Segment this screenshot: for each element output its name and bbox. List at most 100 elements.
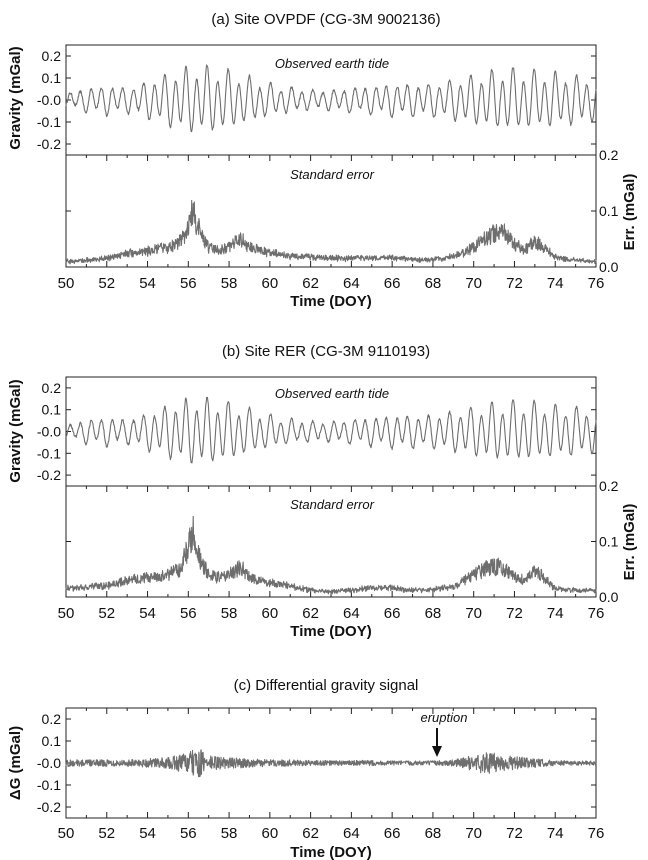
panel-c-ylabel: ΔG (mGal) bbox=[7, 726, 24, 800]
panel-b-earth-tide-line bbox=[65, 396, 597, 464]
panel-a-xtick-label: 74 bbox=[547, 275, 564, 292]
panel-c-xtick-label: 60 bbox=[262, 825, 279, 842]
panel-a-standard-error-line bbox=[65, 199, 597, 265]
panel-b: (b) Site RER (CG-3M 9110193) Observed ea… bbox=[7, 343, 638, 640]
panel-b-xtick-label: 58 bbox=[221, 605, 238, 622]
panel-b-gravity-ytick-label: -0.1 bbox=[37, 445, 61, 461]
panel-b-x-axis: 50 52 54 56 58 60 62 64 66 68 70 72 74 76 bbox=[58, 486, 605, 622]
panel-c-xtick-label: 72 bbox=[506, 825, 523, 842]
panel-b-xlabel: Time (DOY) bbox=[290, 623, 371, 640]
panel-a-gravity-ytick-label: -0.0 bbox=[37, 92, 61, 108]
panel-b-gravity-y-axis: 0.2 0.1 -0.0 -0.1 -0.2 bbox=[37, 380, 596, 483]
panel-c: (c) Differential gravity signal eruption… bbox=[7, 677, 604, 860]
panel-a-xtick-label: 70 bbox=[465, 275, 482, 292]
panel-b-err-ytick-label: 0.1 bbox=[599, 534, 619, 550]
panel-c-ytick-label: 0.2 bbox=[42, 711, 62, 727]
panel-a-xtick-label: 64 bbox=[343, 275, 360, 292]
panel-c-xtick-label: 74 bbox=[547, 825, 564, 842]
panel-b-traces bbox=[65, 396, 597, 595]
panel-a-xtick-label: 76 bbox=[588, 275, 605, 292]
panel-b-xtick-label: 72 bbox=[506, 605, 523, 622]
panel-b-err-ytick-label: 0.0 bbox=[599, 589, 619, 605]
panel-c-xtick-label: 50 bbox=[58, 825, 75, 842]
panel-c-ytick-label: 0.1 bbox=[42, 733, 62, 749]
panel-b-xtick-label: 76 bbox=[588, 605, 605, 622]
panel-c-xtick-label: 70 bbox=[465, 825, 482, 842]
panel-a-err-ylabel: Err. (mGal) bbox=[621, 174, 638, 251]
panel-a-xtick-label: 56 bbox=[180, 275, 197, 292]
panel-b-title: (b) Site RER (CG-3M 9110193) bbox=[222, 343, 430, 360]
panel-a-xtick-label: 50 bbox=[58, 275, 75, 292]
panel-b-xtick-label: 68 bbox=[425, 605, 442, 622]
panel-a-traces bbox=[65, 64, 597, 265]
panel-a-gravity-ytick-label: 0.1 bbox=[42, 70, 62, 86]
panel-b-gravity-ytick-label: -0.2 bbox=[37, 467, 61, 483]
differential-gravity-line bbox=[65, 749, 597, 778]
panel-c-ytick-label: -0.2 bbox=[37, 799, 61, 815]
panel-c-xlabel: Time (DOY) bbox=[290, 844, 371, 860]
panel-a-x-axis: 50 52 54 56 58 60 62 64 66 68 70 72 74 76 bbox=[58, 155, 605, 292]
panel-c-xtick-label: 58 bbox=[221, 825, 238, 842]
panel-b-xtick-label: 52 bbox=[98, 605, 115, 622]
eruption-annotation: eruption bbox=[421, 710, 468, 725]
panel-a-err-y-axis: 0.0 0.1 0.2 bbox=[66, 147, 619, 275]
panel-b-top-annotation: Observed earth tide bbox=[275, 386, 389, 401]
panel-c-xtick-label: 56 bbox=[180, 825, 197, 842]
panel-b-xtick-label: 56 bbox=[180, 605, 197, 622]
panel-a-gravity-ytick-label: 0.2 bbox=[42, 48, 62, 64]
panel-b-bottom-annotation: Standard error bbox=[290, 497, 374, 512]
panel-a-earth-tide-line bbox=[65, 64, 597, 133]
panel-c-traces bbox=[65, 749, 597, 778]
eruption-arrow-head bbox=[432, 746, 442, 757]
panel-c-title: (c) Differential gravity signal bbox=[234, 677, 419, 694]
panel-a-xtick-label: 62 bbox=[302, 275, 319, 292]
panel-a-xtick-label: 68 bbox=[425, 275, 442, 292]
panel-c-ytick-label: -0.1 bbox=[37, 777, 61, 793]
panel-c-xtick-label: 52 bbox=[98, 825, 115, 842]
panel-a-xtick-label: 52 bbox=[98, 275, 115, 292]
panel-c-xtick-label: 62 bbox=[302, 825, 319, 842]
panel-c-xtick-label: 66 bbox=[384, 825, 401, 842]
panel-a-gravity-y-axis: 0.2 0.1 -0.0 -0.1 -0.2 bbox=[37, 48, 596, 152]
panel-b-err-y-axis: 0.0 0.1 0.2 bbox=[66, 478, 619, 605]
panel-a-gravity-ylabel: Gravity (mGal) bbox=[7, 46, 24, 149]
panel-b-xtick-label: 62 bbox=[302, 605, 319, 622]
panel-b-gravity-ytick-label: 0.2 bbox=[42, 380, 62, 396]
panel-c-xtick-label: 68 bbox=[425, 825, 442, 842]
panel-c-ytick-label: -0.0 bbox=[37, 755, 61, 771]
panel-a-xtick-label: 58 bbox=[221, 275, 238, 292]
panel-c-y-axis: 0.2 0.1 -0.0 -0.1 -0.2 bbox=[37, 711, 596, 815]
panel-a-err-ytick-label: 0.0 bbox=[599, 259, 619, 275]
panel-a-bottom-annotation: Standard error bbox=[290, 167, 374, 182]
panel-a-xlabel: Time (DOY) bbox=[290, 293, 371, 310]
eruption-arrow bbox=[432, 728, 442, 757]
panel-a-err-ytick-label: 0.1 bbox=[599, 203, 619, 219]
panel-a-err-ytick-label: 0.2 bbox=[599, 147, 619, 163]
panel-b-gravity-ylabel: Gravity (mGal) bbox=[7, 379, 24, 482]
panel-a: (a) Site OVPDF (CG-3M 9002136) Observed … bbox=[7, 11, 638, 310]
panel-a-top-annotation: Observed earth tide bbox=[275, 56, 389, 71]
panel-b-xtick-label: 50 bbox=[58, 605, 75, 622]
panel-b-err-ylabel: Err. (mGal) bbox=[621, 504, 638, 581]
panel-a-title: (a) Site OVPDF (CG-3M 9002136) bbox=[211, 11, 440, 28]
panel-a-xtick-label: 66 bbox=[384, 275, 401, 292]
panel-c-xtick-label: 64 bbox=[343, 825, 360, 842]
panel-b-gravity-ytick-label: 0.1 bbox=[42, 402, 62, 418]
panel-b-xtick-label: 74 bbox=[547, 605, 564, 622]
panel-b-xtick-label: 60 bbox=[262, 605, 279, 622]
panel-b-standard-error-line bbox=[65, 515, 597, 595]
panel-a-xtick-label: 60 bbox=[262, 275, 279, 292]
panel-b-err-ytick-label: 0.2 bbox=[599, 478, 619, 494]
panel-a-xtick-label: 72 bbox=[506, 275, 523, 292]
panel-b-xtick-label: 66 bbox=[384, 605, 401, 622]
panel-a-gravity-ytick-label: -0.2 bbox=[37, 136, 61, 152]
panel-b-xtick-label: 70 bbox=[465, 605, 482, 622]
panel-b-xtick-label: 54 bbox=[139, 605, 156, 622]
panel-c-x-axis: 50 52 54 56 58 60 62 64 66 68 70 72 74 76 bbox=[58, 708, 605, 842]
panel-c-xtick-label: 76 bbox=[588, 825, 605, 842]
panel-b-xtick-label: 64 bbox=[343, 605, 360, 622]
panel-a-gravity-ytick-label: -0.1 bbox=[37, 114, 61, 130]
panel-a-xtick-label: 54 bbox=[139, 275, 156, 292]
panel-b-gravity-ytick-label: -0.0 bbox=[37, 424, 61, 440]
